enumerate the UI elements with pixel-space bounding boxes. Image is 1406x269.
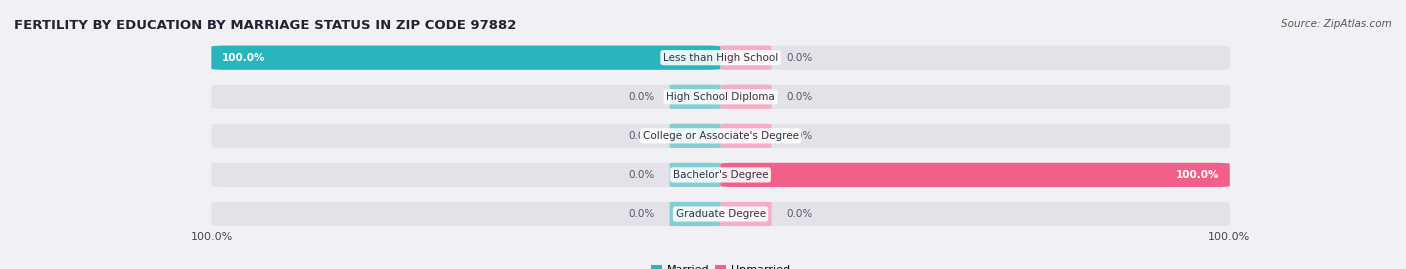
FancyBboxPatch shape: [211, 45, 721, 70]
Text: Graduate Degree: Graduate Degree: [675, 209, 766, 219]
Text: 100.0%: 100.0%: [1175, 170, 1219, 180]
Text: 0.0%: 0.0%: [628, 131, 654, 141]
FancyBboxPatch shape: [669, 163, 721, 187]
FancyBboxPatch shape: [211, 163, 1230, 187]
Text: Source: ZipAtlas.com: Source: ZipAtlas.com: [1281, 19, 1392, 29]
FancyBboxPatch shape: [211, 202, 1230, 226]
FancyBboxPatch shape: [721, 45, 772, 70]
Text: 0.0%: 0.0%: [628, 92, 654, 102]
Text: 0.0%: 0.0%: [628, 209, 654, 219]
Text: 0.0%: 0.0%: [787, 131, 813, 141]
Text: Bachelor's Degree: Bachelor's Degree: [673, 170, 768, 180]
Text: FERTILITY BY EDUCATION BY MARRIAGE STATUS IN ZIP CODE 97882: FERTILITY BY EDUCATION BY MARRIAGE STATU…: [14, 19, 516, 32]
Legend: Married, Unmarried: Married, Unmarried: [647, 260, 794, 269]
FancyBboxPatch shape: [721, 163, 1230, 187]
FancyBboxPatch shape: [669, 85, 721, 109]
Text: 0.0%: 0.0%: [787, 209, 813, 219]
FancyBboxPatch shape: [721, 124, 772, 148]
FancyBboxPatch shape: [211, 45, 1230, 70]
FancyBboxPatch shape: [721, 202, 772, 226]
Text: 100.0%: 100.0%: [1208, 232, 1250, 242]
FancyBboxPatch shape: [211, 124, 1230, 148]
Text: College or Associate's Degree: College or Associate's Degree: [643, 131, 799, 141]
FancyBboxPatch shape: [669, 202, 721, 226]
Text: 0.0%: 0.0%: [787, 53, 813, 63]
Text: 0.0%: 0.0%: [787, 92, 813, 102]
FancyBboxPatch shape: [721, 85, 772, 109]
Text: 100.0%: 100.0%: [191, 232, 233, 242]
Text: 100.0%: 100.0%: [222, 53, 266, 63]
FancyBboxPatch shape: [211, 85, 1230, 109]
FancyBboxPatch shape: [669, 124, 721, 148]
Text: Less than High School: Less than High School: [664, 53, 778, 63]
Text: High School Diploma: High School Diploma: [666, 92, 775, 102]
Text: 0.0%: 0.0%: [628, 170, 654, 180]
